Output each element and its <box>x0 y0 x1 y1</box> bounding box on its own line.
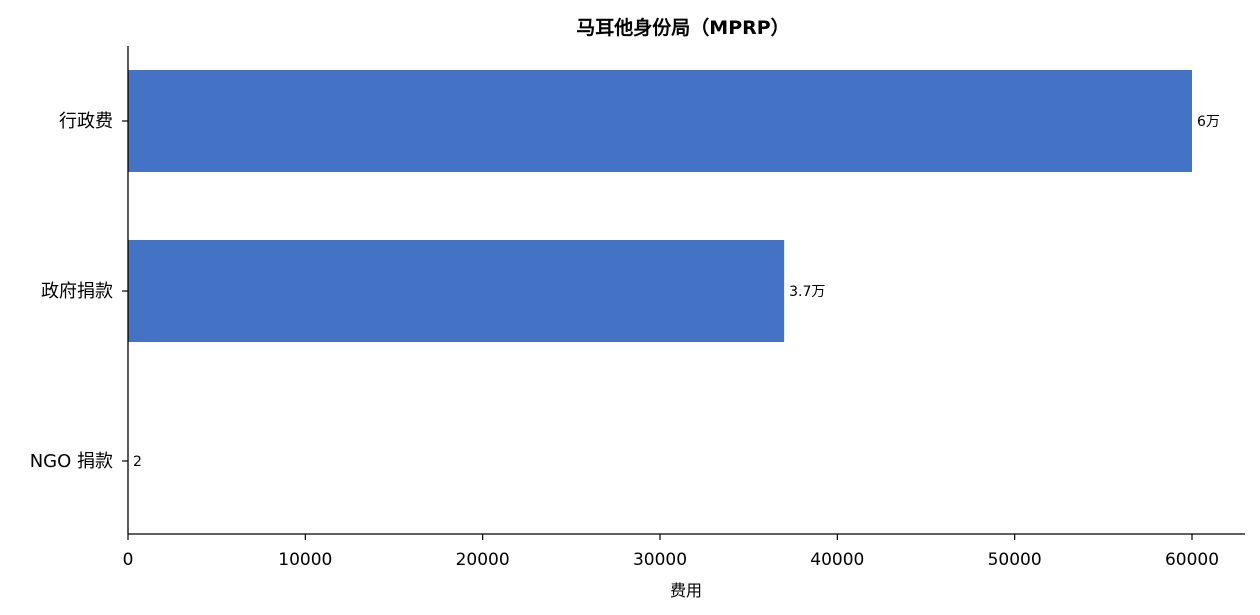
bar-1 <box>128 70 1192 172</box>
x-tick-label: 60000 <box>1165 550 1219 570</box>
data-labels-group: 6万 3.7万 2 <box>133 114 1220 470</box>
bar-value-label-2: 3.7万 <box>789 284 825 300</box>
bar-value-label-1: 6万 <box>1197 114 1220 130</box>
bar-2 <box>128 240 785 342</box>
x-tick-label: 30000 <box>633 550 687 570</box>
x-tick-label: 10000 <box>278 550 332 570</box>
category-label-1: 行政费 <box>59 111 113 132</box>
category-label-3: NGO 捐款 <box>30 451 113 472</box>
x-ticks-group: 0 10000 20000 30000 40000 50000 60000 <box>123 534 1219 570</box>
chart-title: 马耳他身份局（MPRP） <box>576 16 789 39</box>
x-tick-label: 20000 <box>456 550 510 570</box>
category-label-2: 政府捐款 <box>41 281 113 302</box>
x-axis-title: 费用 <box>670 581 702 600</box>
x-tick-label: 50000 <box>988 550 1042 570</box>
x-tick-label: 0 <box>123 550 134 570</box>
bar-value-label-3: 2 <box>133 454 142 470</box>
bars-group <box>128 70 1192 512</box>
x-tick-label: 40000 <box>810 550 864 570</box>
